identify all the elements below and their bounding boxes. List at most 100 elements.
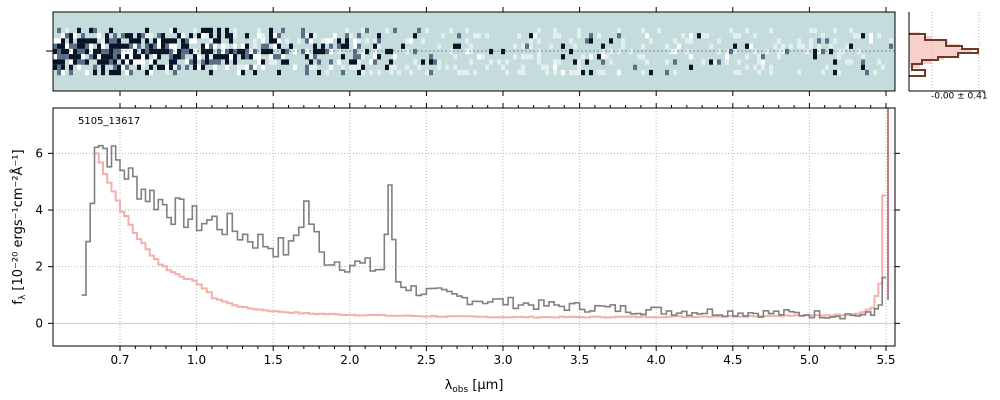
trace-cell [553,64,557,70]
trace-cell [641,54,645,60]
trace-cell [413,33,417,39]
trace-cell [377,54,381,60]
trace-cell [69,59,73,65]
trace-cell [309,54,313,60]
trace-cell [561,54,565,60]
trace-cell [109,59,113,65]
trace-cell [133,48,137,55]
trace-cell [165,69,169,76]
trace-cell [761,64,765,70]
trace-cell [225,33,229,39]
trace-cell [673,38,677,44]
trace-cell [269,33,273,39]
trace-cell [173,59,177,65]
trace-cell [861,59,865,65]
trace-cell [857,33,861,39]
trace-cell [249,64,253,70]
trace-cell [601,69,605,76]
trace-cell [737,69,741,76]
trace-cell [605,54,609,60]
trace-cell [785,48,789,55]
trace-cell [329,64,333,70]
trace-cell [585,59,589,65]
trace-cell [325,48,329,55]
trace-cell [165,43,169,49]
trace-cell [101,59,105,65]
trace-cell [681,33,685,39]
trace-cell [73,48,77,55]
trace-cell [453,64,457,70]
x-tick-label: 4.5 [723,353,742,367]
spectrum-2d-panel [46,7,896,96]
trace-cell [801,43,805,49]
trace-cell [269,54,273,60]
trace-cell [849,27,853,34]
trace-cell [353,48,357,55]
trace-cell [529,38,533,44]
trace-cell [809,38,813,44]
trace-cell [125,43,129,49]
trace-cell [249,48,253,55]
trace-cell [261,59,265,65]
trace-cell [77,59,81,65]
trace-cell [837,48,841,55]
trace-cell [209,48,213,55]
trace-cell [113,59,117,65]
trace-cell [529,43,533,49]
trace-cell [745,27,749,34]
trace-cell [325,69,329,76]
y-tick-label: 4 [35,203,43,217]
trace-cell [121,59,125,65]
trace-cell [289,43,293,49]
trace-cell [93,69,97,76]
trace-cell [809,27,813,34]
trace-cell [673,69,677,76]
trace-cell [213,54,217,60]
trace-cell [117,69,121,76]
trace-cell [449,48,453,55]
trace-cell [329,48,333,55]
trace-cell [205,33,209,39]
trace-cell [149,43,153,49]
trace-cell [165,38,169,44]
trace-cell [145,38,149,44]
trace-cell [305,38,309,44]
trace-cell [225,43,229,49]
trace-cell [161,43,165,49]
trace-cell [437,64,441,70]
trace-cell [337,59,341,65]
trace-cell [481,54,485,60]
trace-cell [269,27,273,34]
trace-cell [173,64,177,70]
trace-cell [457,43,461,49]
trace-cell [77,38,81,44]
trace-cell [453,43,457,49]
trace-cell [597,69,601,76]
trace-cell [153,38,157,44]
trace-cell [889,43,893,49]
trace-cell [61,59,65,65]
trace-cell [125,48,129,55]
trace-cell [217,27,221,34]
trace-cell [257,54,261,60]
trace-cell [833,27,837,34]
trace-cell [857,48,861,55]
trace-cell [305,64,309,70]
trace-cell [585,38,589,44]
trace-cell [245,48,249,55]
trace-cell [589,69,593,76]
trace-cell [757,59,761,65]
trace-cell [185,43,189,49]
trace-cell [781,43,785,49]
trace-cell [169,59,173,65]
trace-cell [173,48,177,55]
trace-cell [217,33,221,39]
trace-cell [337,43,341,49]
trace-cell [609,38,613,44]
x-tick-label: 0.7 [110,353,129,367]
trace-cell [57,38,61,44]
trace-cell [373,43,377,49]
trace-cell [57,54,61,60]
trace-cell [305,33,309,39]
trace-cell [621,38,625,44]
